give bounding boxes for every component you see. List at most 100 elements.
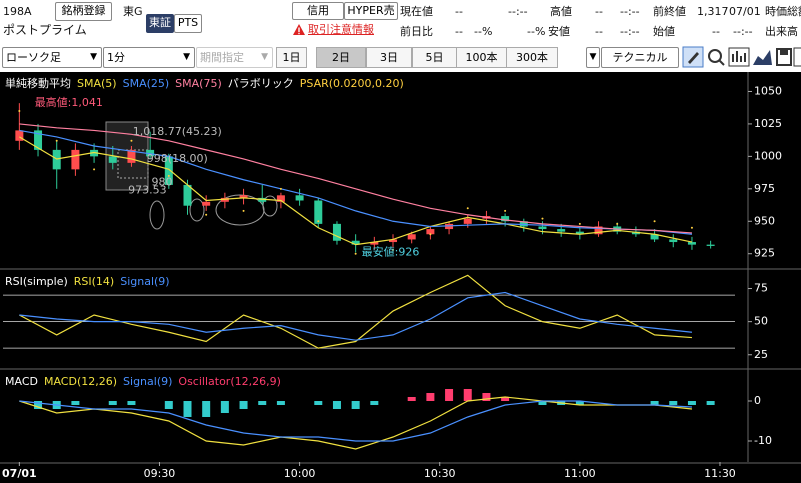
psar-dot: [167, 174, 170, 177]
psar-dot: [242, 209, 245, 212]
interval-select[interactable]: 1分 ▼: [103, 47, 195, 68]
oscillator-bar: [426, 393, 435, 401]
x-tick-label: 11:30: [704, 467, 736, 480]
y-tick-label: 1050: [754, 84, 782, 97]
candle-body: [71, 149, 80, 170]
value: --:--: [620, 25, 640, 38]
indicator-line: [19, 136, 693, 246]
annotation: 980: [151, 175, 172, 188]
value: 07/01: [729, 5, 761, 18]
range-button[interactable]: 1日: [276, 47, 307, 68]
range-button[interactable]: 2日: [316, 47, 366, 68]
market: 東G: [123, 5, 143, 18]
legend-label: SMA(25): [123, 77, 170, 90]
candle-body: [501, 216, 510, 222]
indicator-line: [19, 291, 693, 341]
chart: 925 950 975 1000 1025 1050 最高値:1,041 1,018.77(4…: [0, 72, 801, 483]
psar-dot: [354, 252, 357, 255]
pts-tab[interactable]: PTS: [174, 14, 202, 33]
legend-label: Oscillator(12,26,9): [178, 375, 280, 388]
legend-label: SMA(5): [77, 77, 117, 90]
value: --:--: [508, 5, 528, 18]
stock-code: 198A: [3, 5, 32, 18]
notice-link[interactable]: 取引注意情報: [308, 23, 374, 36]
candle-body: [407, 234, 416, 240]
indicator-line: [19, 129, 693, 235]
indicator-line: [19, 123, 692, 234]
value: --%: [527, 25, 546, 38]
label: 高値: [550, 5, 572, 18]
psar-dot: [504, 209, 507, 212]
psar-dot: [18, 109, 21, 112]
psar-dot: [653, 220, 656, 223]
annotation: 973.53: [128, 184, 167, 197]
period-select: 期間指定 ▼: [196, 47, 273, 68]
range-button[interactable]: 300本: [506, 47, 558, 68]
candle-body: [519, 221, 528, 227]
value: --:--: [620, 5, 640, 18]
label: 時価総額: [765, 5, 801, 18]
oscillator-bar: [706, 401, 715, 405]
label: 前終値: [653, 5, 686, 18]
candle-body: [258, 197, 267, 202]
chart-kind-select[interactable]: ローソク足 ▼: [2, 47, 102, 68]
select-text: 1分: [107, 51, 125, 64]
y-tick-label: -10: [754, 434, 772, 447]
zoom-tool[interactable]: [708, 49, 722, 63]
oscillator-bar: [202, 401, 211, 417]
select-text: ローソク足: [6, 51, 61, 64]
candle-body: [389, 239, 398, 243]
label: 始値: [653, 25, 675, 38]
volume-tool[interactable]: [728, 47, 750, 67]
oscillator-bar: [276, 401, 285, 405]
x-tick-label: 11:00: [564, 467, 596, 480]
warning-icon: [293, 24, 305, 35]
psar-dot: [317, 220, 320, 223]
candle-body: [34, 130, 43, 150]
range-button[interactable]: 5日: [412, 47, 457, 68]
marker-ellipse: [149, 200, 165, 230]
stock-name: ポストプライム: [3, 23, 87, 37]
legend-label: Signal(9): [123, 375, 172, 388]
y-tick-label: 25: [754, 348, 768, 361]
annotation: 998(18.00): [147, 152, 208, 165]
more-tool[interactable]: [793, 47, 801, 67]
oscillator-bar: [669, 401, 678, 405]
area-tool[interactable]: [753, 50, 772, 65]
technical-dropdown[interactable]: ▼: [586, 47, 600, 68]
save-tool[interactable]: [776, 48, 792, 66]
candle-body: [276, 195, 285, 202]
candle-body: [631, 231, 640, 235]
margin-button[interactable]: 信用: [292, 2, 344, 20]
oscillator-bar: [258, 401, 267, 405]
x-tick-label: 10:00: [284, 467, 316, 480]
oscillator-bar: [314, 401, 323, 405]
technical-button[interactable]: テクニカル: [601, 47, 679, 68]
legend-label: MACD(12,26): [44, 375, 117, 388]
candle-body: [15, 130, 24, 141]
range-button[interactable]: 3日: [366, 47, 412, 68]
candle-body: [687, 242, 696, 245]
annotation: 1,018.77(45.23): [133, 125, 222, 138]
label: 安値: [548, 25, 570, 38]
candle-body: [445, 223, 454, 230]
y-tick-label: 925: [754, 247, 775, 260]
exchange-tab[interactable]: 東証: [146, 14, 174, 33]
value: --: [455, 5, 463, 18]
legend-label: SMA(75): [175, 77, 222, 90]
value: 1,317: [697, 5, 729, 18]
oscillator-bar: [220, 401, 229, 413]
register-button[interactable]: 銘柄登録: [55, 2, 112, 21]
legend-label: MACD: [5, 375, 38, 388]
candle-body: [127, 149, 136, 163]
hyper-button[interactable]: HYPER売: [344, 2, 398, 20]
candle-body: [202, 201, 211, 206]
oscillator-bar: [239, 401, 248, 409]
psar-dot: [690, 226, 693, 229]
range-button[interactable]: 100本: [456, 47, 507, 68]
oscillator-bar: [538, 401, 547, 405]
psar-dot: [616, 222, 619, 225]
legend-label: 単純移動平均: [5, 76, 71, 90]
value: --:--: [733, 25, 753, 38]
candle-body: [557, 229, 566, 232]
